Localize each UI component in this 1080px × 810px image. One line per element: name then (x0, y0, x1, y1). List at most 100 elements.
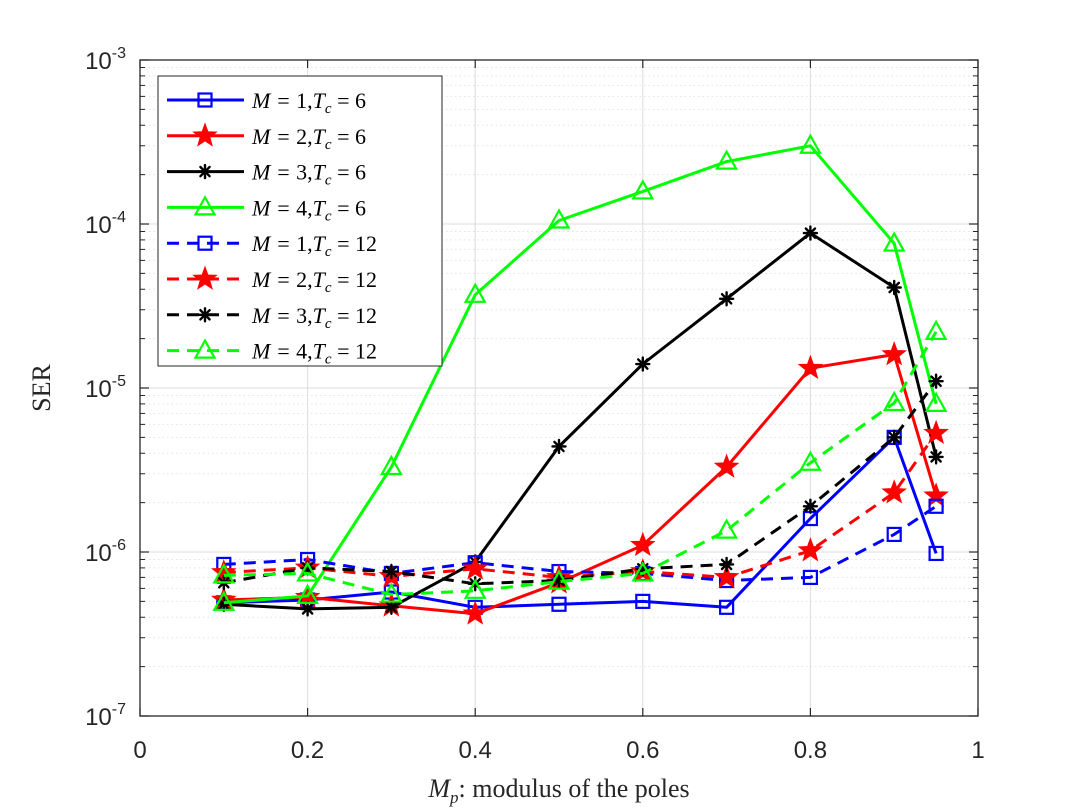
series-8 (212, 319, 948, 603)
data-point-marker (380, 454, 403, 476)
series-line (223, 231, 938, 611)
data-point-marker (463, 578, 487, 599)
legend-m-value: 4 (296, 195, 307, 220)
series-1 (216, 429, 944, 615)
legend-tc-value: 12 (355, 303, 377, 328)
data-point-marker (802, 225, 819, 241)
legend-m-value: 4 (296, 339, 307, 364)
data-point-marker (713, 563, 740, 589)
legend-tc-value: 6 (355, 160, 366, 185)
legend: M = 1,Tc = 6 M = 2,Tc = 6 M = 3,Tc = 6 M = … (157, 75, 443, 368)
legend-label: M = 1,Tc = 6 (251, 88, 366, 117)
legend-marker (197, 163, 213, 180)
y-tick-exponent: -3 (112, 45, 126, 62)
series-line (223, 505, 937, 582)
series-line (223, 435, 938, 609)
y-tick-label: 10-4 (85, 209, 126, 239)
y-axis-label: SER (27, 364, 56, 412)
series-group (211, 133, 949, 625)
data-point-marker (928, 498, 944, 514)
legend-tc-value: 12 (355, 267, 377, 292)
data-point-marker (881, 479, 907, 504)
data-point-marker (881, 341, 907, 366)
y-tick-label: 10-6 (85, 537, 126, 567)
data-point-marker (802, 569, 819, 586)
y-tick-base: 10 (85, 376, 112, 403)
data-point-marker (715, 149, 738, 170)
y-tick-exponent: -4 (112, 209, 126, 226)
data-point-marker (551, 438, 567, 455)
series-line (223, 432, 938, 579)
data-point-marker (296, 561, 319, 582)
series-line (223, 331, 938, 597)
legend-marker (193, 338, 217, 359)
legend-label: M = 4,Tc = 12 (251, 339, 377, 368)
y-tick-base: 10 (85, 540, 112, 567)
x-tick-label: 0.4 (459, 737, 492, 764)
legend-entry: M = 1,Tc = 12 (167, 231, 377, 260)
y-tick-label: 10-7 (85, 701, 126, 731)
data-point-marker (635, 356, 651, 372)
legend-m-value: 2 (296, 124, 307, 149)
legend-label: M = 3,Tc = 12 (251, 303, 377, 332)
legend-tc-value: 6 (355, 195, 366, 220)
legend-marker (197, 92, 213, 108)
x-tick-label: 0.2 (291, 737, 324, 764)
x-axis-label-sub: p (449, 788, 459, 807)
data-point-marker (718, 556, 735, 573)
legend-m-value: 3 (296, 160, 307, 185)
data-point-marker (882, 231, 906, 252)
data-point-marker (886, 429, 902, 446)
legend-label: M = 4,Tc = 6 (251, 195, 366, 224)
legend-entry: M = 2,Tc = 6 (167, 122, 366, 153)
y-tick-exponent: -5 (112, 373, 126, 390)
y-tick-base: 10 (85, 48, 112, 75)
series-line (223, 353, 938, 616)
legend-label: M = 3,Tc = 6 (251, 160, 366, 189)
legend-tc-value: 6 (355, 88, 366, 113)
data-point-marker (802, 498, 819, 514)
data-point-marker (299, 601, 316, 617)
data-point-marker (886, 526, 902, 543)
x-axis-label-rest: : modulus of the poles (459, 774, 690, 803)
legend-entry: M = 3,Tc = 6 (167, 160, 366, 189)
data-point-marker (296, 583, 319, 604)
data-point-marker (924, 391, 948, 412)
data-point-marker (799, 133, 822, 154)
data-point-marker (551, 596, 567, 612)
legend-label: M = 2,Tc = 12 (251, 267, 377, 296)
legend-tc-value: 6 (355, 124, 366, 149)
data-point-marker (923, 419, 949, 445)
legend-m-value: 2 (296, 267, 307, 292)
data-point-marker (799, 450, 822, 471)
x-tick-label: 1 (971, 737, 984, 764)
legend-m-value: 1 (296, 88, 307, 113)
y-tick-label: 10-5 (85, 373, 126, 403)
data-point-marker (383, 599, 400, 616)
data-point-marker (928, 545, 944, 562)
legend-label: M = 2,Tc = 6 (251, 124, 366, 153)
y-tick-base: 10 (85, 704, 112, 731)
data-point-marker (631, 561, 655, 582)
legend-marker (192, 122, 218, 147)
legend-marker (193, 195, 217, 216)
data-point-marker (462, 555, 488, 580)
data-point-marker (635, 593, 651, 609)
data-point-marker (631, 179, 655, 200)
legend-marker (192, 265, 218, 290)
legend-entry: M = 3,Tc = 12 (167, 303, 377, 332)
legend-entry: M = 2,Tc = 12 (167, 265, 377, 296)
x-axis-label-var: M (427, 774, 451, 803)
legend-tc-value: 12 (355, 231, 377, 256)
axis-ticks: 0 0.2 0.4 0.6 0.8 110-710-610-510-410-3 (85, 45, 985, 764)
data-point-marker (718, 291, 735, 307)
data-point-marker (713, 453, 740, 478)
legend-tc-value: 12 (355, 339, 377, 364)
data-point-marker (630, 531, 656, 557)
data-point-marker (383, 563, 400, 580)
data-point-marker (797, 537, 824, 562)
y-tick-label: 10-3 (85, 45, 126, 75)
data-point-marker (547, 569, 571, 590)
legend-entry: M = 1,Tc = 6 (167, 88, 366, 117)
